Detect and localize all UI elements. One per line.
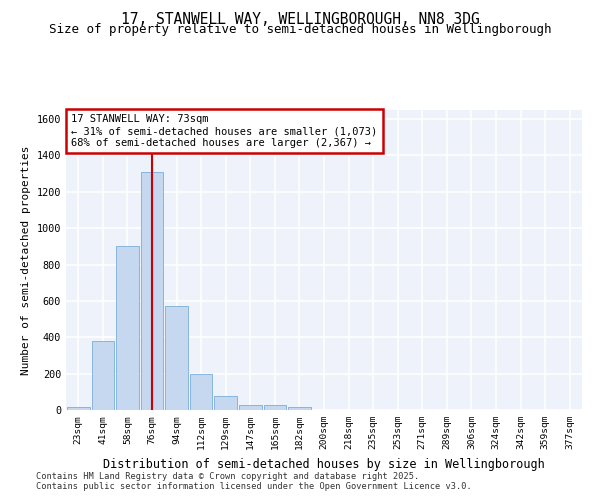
Text: 17, STANWELL WAY, WELLINGBOROUGH, NN8 3DG: 17, STANWELL WAY, WELLINGBOROUGH, NN8 3D… xyxy=(121,12,479,28)
Text: Size of property relative to semi-detached houses in Wellingborough: Size of property relative to semi-detach… xyxy=(49,22,551,36)
Bar xyxy=(140,172,163,410)
Bar xyxy=(116,246,139,410)
Bar xyxy=(288,408,311,410)
Bar xyxy=(190,374,212,410)
Bar xyxy=(92,341,114,410)
Y-axis label: Number of semi-detached properties: Number of semi-detached properties xyxy=(21,145,31,375)
Bar xyxy=(263,406,286,410)
Text: Contains public sector information licensed under the Open Government Licence v3: Contains public sector information licen… xyxy=(36,482,472,491)
Text: 17 STANWELL WAY: 73sqm
← 31% of semi-detached houses are smaller (1,073)
68% of : 17 STANWELL WAY: 73sqm ← 31% of semi-det… xyxy=(71,114,377,148)
Bar xyxy=(67,408,89,410)
Text: Contains HM Land Registry data © Crown copyright and database right 2025.: Contains HM Land Registry data © Crown c… xyxy=(36,472,419,481)
X-axis label: Distribution of semi-detached houses by size in Wellingborough: Distribution of semi-detached houses by … xyxy=(103,458,545,470)
Bar xyxy=(239,406,262,410)
Bar xyxy=(214,396,237,410)
Bar xyxy=(165,306,188,410)
